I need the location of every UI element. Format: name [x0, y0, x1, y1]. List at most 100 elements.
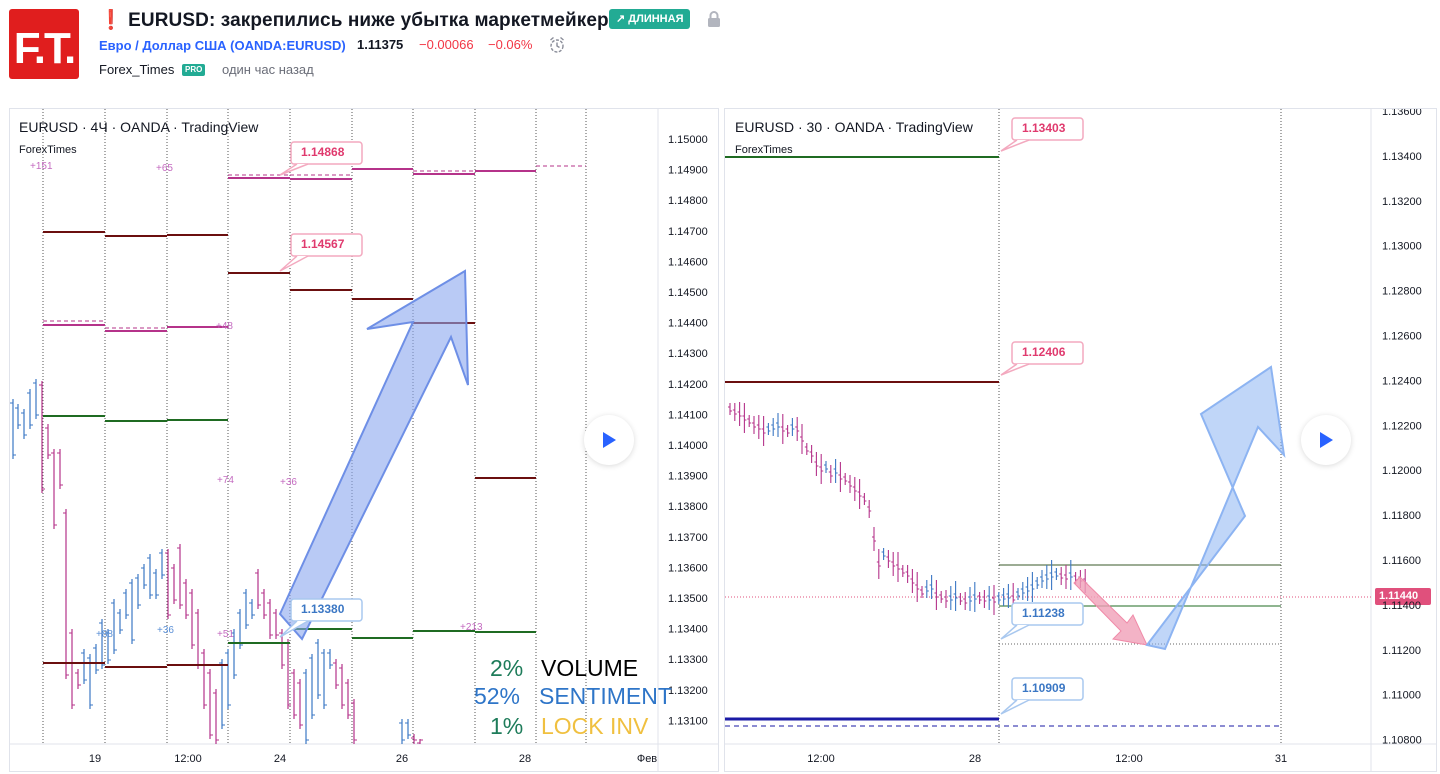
price-change: −0.00066	[419, 37, 474, 52]
count-label: +51	[217, 629, 234, 640]
price-axis-label: 1.13800	[668, 501, 708, 513]
price-axis-label: 1.13500	[668, 593, 708, 605]
lock-icon	[706, 10, 722, 28]
price-axis-label: 1.13900	[668, 471, 708, 483]
publish-time: один час назад	[222, 62, 314, 77]
chart-panel-4h[interactable]: 1.15000 1.14900 1.14800 1.14700 1.14600 1.145…	[9, 108, 719, 772]
price-axis-label: 1.13200	[668, 685, 708, 697]
forecast-arrow-down	[1073, 576, 1148, 646]
price-axis-label: 1.13100	[668, 715, 708, 727]
count-label: +213	[460, 622, 483, 633]
price-axis-label: 1.12200	[1382, 420, 1422, 432]
time-axis-label: 12:00	[174, 753, 202, 765]
current-price-value: 1.11440	[1379, 590, 1419, 602]
price-label: 1.14567	[301, 237, 345, 251]
count-label: +74	[217, 475, 234, 486]
price-axis-label: 1.12800	[1382, 286, 1422, 298]
time-axis-label: 28	[969, 753, 981, 765]
forecast-arrow	[278, 269, 469, 641]
price-axis-label: 1.11000	[1382, 690, 1421, 702]
count-label: +36	[280, 477, 297, 488]
callout-1-10909	[1000, 677, 1084, 715]
chart-canvas-30m[interactable]: 1.13600 1.13400 1.13200 1.13000 1.12800 1.126…	[725, 109, 1437, 772]
price-axis-label: 1.13400	[1382, 151, 1422, 163]
count-label: +48	[216, 321, 233, 332]
play-icon	[1320, 432, 1333, 448]
price-axis-label: 1.14500	[668, 287, 708, 299]
price-axis-label: 1.14200	[668, 379, 708, 391]
time-axis-label: 31	[1275, 753, 1287, 765]
pro-badge: PRO	[182, 64, 206, 76]
price-axis-label: 1.10800	[1382, 735, 1422, 747]
count-label: +65	[156, 163, 173, 174]
price-axis-label: 1.14100	[668, 409, 708, 421]
callout-1-11238	[1000, 602, 1084, 640]
price-axis-label: 1.11800	[1382, 510, 1421, 522]
price-axis-label: 1.13200	[1382, 196, 1422, 208]
play-replay-button[interactable]	[584, 415, 634, 465]
current-price-tag	[1375, 588, 1431, 605]
price-change-percent: −0.06%	[488, 37, 533, 52]
time-axis-label: 12:00	[1115, 753, 1143, 765]
price-label: 1.12406	[1022, 345, 1066, 359]
chart-title-30m: EURUSD · 30 · OANDA · TradingView	[735, 119, 973, 135]
callout-1-13403	[1000, 117, 1084, 152]
direction-badge: ↗ ДЛИННАЯ	[609, 9, 691, 29]
price-axis-label: 1.15000	[668, 134, 708, 146]
price-axis-label: 1.12000	[1382, 465, 1422, 477]
chart-canvas-4h[interactable]: 1.15000 1.14900 1.14800 1.14700 1.14600 1.145…	[10, 109, 719, 772]
time-axis-label: 19	[89, 753, 101, 765]
time-axis-label: 26	[396, 753, 408, 765]
price-axis-label: 1.14600	[668, 256, 708, 268]
callout-1-12406	[1000, 341, 1084, 376]
chart-title-4h: EURUSD · 4Ч · OANDA · TradingView	[19, 119, 259, 135]
price-axis-label: 1.14700	[668, 226, 708, 238]
price-axis-label: 1.13600	[668, 562, 708, 574]
price-axis-label: 1.12600	[1382, 331, 1422, 343]
price-label: 1.14868	[301, 145, 345, 159]
last-price: 1.11375	[357, 37, 404, 52]
price-label: 1.11238	[1022, 606, 1065, 620]
play-icon	[603, 432, 616, 448]
price-axis-label: 1.14900	[668, 165, 708, 177]
price-axis-label: 1.13700	[668, 532, 708, 544]
price-axis-label: 1.11200	[1382, 645, 1421, 657]
alarm-icon[interactable]	[548, 36, 566, 54]
count-label: +151	[30, 161, 53, 172]
idea-title: ❗ EURUSD: закрепились ниже убытка маркет…	[99, 10, 625, 31]
price-axis-label: 1.12400	[1382, 375, 1422, 387]
price-label: 1.13380	[301, 602, 345, 616]
symbol-link[interactable]: Евро / Доллар США (OANDA:EURUSD)	[99, 38, 346, 53]
price-label: 1.13403	[1022, 121, 1066, 135]
price-axis-label: 1.11600	[1382, 555, 1421, 567]
stat-sentiment-value: 52%	[473, 683, 520, 709]
time-axis-label: 28	[519, 753, 531, 765]
brand-logo[interactable]: F.T.	[9, 9, 79, 79]
price-axis-label: 1.13600	[1382, 109, 1422, 118]
author-name[interactable]: Forex_Times	[99, 62, 175, 77]
time-axis-label: 12:00	[807, 753, 835, 765]
chart-watermark-30m: ForexTimes	[735, 144, 793, 156]
forecast-arrow-up	[1145, 365, 1286, 651]
price-axis-label: 1.13400	[668, 624, 708, 636]
stat-volume-value: 2%	[490, 655, 524, 681]
price-axis-label: 1.13000	[1382, 241, 1422, 253]
chart-panel-30m[interactable]: 1.13600 1.13400 1.13200 1.13000 1.12800 1.126…	[724, 108, 1437, 772]
logo-glyph-icon: F.T.	[14, 24, 76, 73]
stat-volume-label: VOLUME	[541, 655, 639, 681]
chart-watermark-4h: ForexTimes	[19, 144, 77, 156]
time-axis-label: Фев	[637, 753, 657, 765]
svg-text:F.T.: F.T.	[14, 24, 74, 73]
callout-1-14868	[279, 141, 363, 176]
stat-lockinv-label: LOCK INV	[541, 713, 649, 739]
callout-1-14567	[279, 233, 363, 272]
price-axis-label: 1.14000	[668, 440, 708, 452]
time-axis-label: 24	[274, 753, 286, 765]
price-axis-label: 1.11400	[1382, 600, 1421, 612]
price-label: 1.10909	[1022, 681, 1066, 695]
stat-sentiment-label: SENTIMENT	[539, 683, 672, 709]
play-replay-button[interactable]	[1301, 415, 1351, 465]
count-label: +36	[157, 625, 174, 636]
count-label: +88	[96, 629, 113, 640]
price-axis-label: 1.13300	[668, 654, 708, 666]
